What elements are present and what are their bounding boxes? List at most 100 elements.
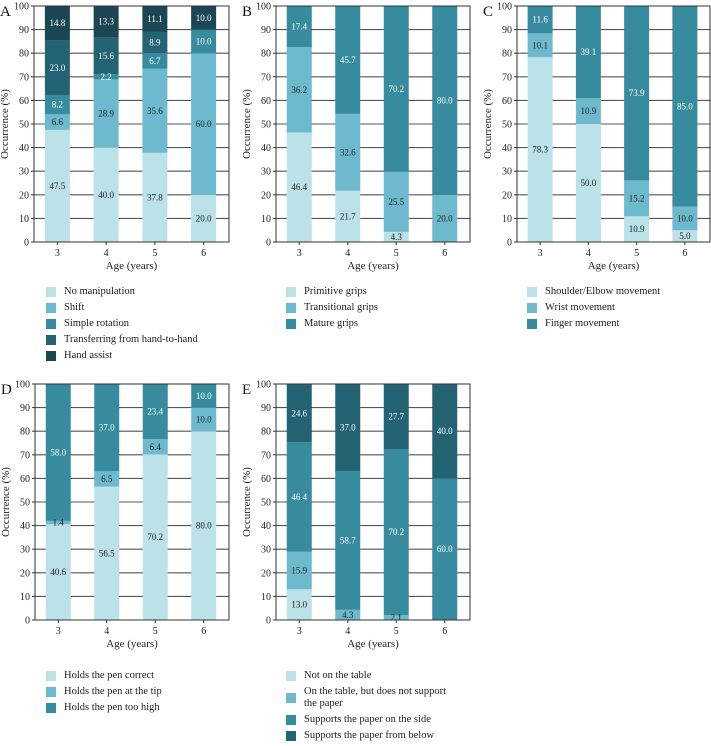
x-tick-label: 6 — [442, 248, 447, 259]
bar-segment — [93, 6, 119, 38]
data-label: 2.1 — [391, 613, 402, 623]
data-label: 46.4 — [291, 492, 307, 502]
x-tick-label: 3 — [56, 626, 61, 637]
x-tick-label: 5 — [153, 626, 158, 637]
data-label: 58.7 — [340, 536, 356, 546]
y-tick-label: 50 — [20, 498, 30, 509]
bar-segment — [286, 384, 312, 443]
bar-segment — [142, 31, 168, 53]
y-tick-label: 100 — [256, 2, 271, 13]
x-tick-label: 5 — [152, 248, 157, 259]
y-tick-label: 60 — [20, 474, 30, 485]
data-label: 50.0 — [581, 178, 597, 188]
legend-swatch — [46, 671, 56, 681]
data-label: 10.0 — [196, 13, 212, 23]
bar-segment — [142, 384, 168, 440]
data-label: 70.2 — [388, 527, 404, 537]
y-tick-label: 100 — [256, 380, 271, 391]
data-label: 10.9 — [629, 224, 645, 234]
data-label: 80.0 — [196, 521, 212, 531]
bar-segment — [44, 129, 70, 242]
panel-c: 78.3 10.1 11.6 50.0 10.9 39.1 10.9 15.2 73.9 5.0 1… — [482, 2, 711, 272]
legend-swatch — [286, 671, 296, 681]
data-label: 60.0 — [196, 119, 212, 129]
x-axis-label: Age (years) — [588, 260, 640, 272]
y-tick-label: 70 — [19, 72, 29, 83]
legend-item: Holds the pen at the tip — [46, 686, 162, 698]
y-axis-label: Occurrence (%) — [482, 89, 494, 159]
legend-label: On the table, but does not support the p… — [304, 686, 447, 709]
y-tick-label: 80 — [502, 49, 512, 60]
data-label: 15.9 — [291, 566, 307, 576]
legend-swatch — [527, 303, 537, 313]
bar-segment — [93, 37, 119, 75]
legend-swatch — [286, 731, 296, 741]
panel-letter: B — [242, 4, 252, 20]
bar-segment — [286, 6, 312, 48]
data-label: 10.9 — [581, 106, 597, 116]
y-axis-label: Occurrence (%) — [0, 89, 11, 159]
legend-label: Hand assist — [64, 350, 113, 361]
legend-swatch — [286, 693, 296, 703]
x-tick-label: 6 — [682, 248, 687, 259]
panel-b: 46.4 36.2 17.4 21.7 32.6 45.7 4.3 25.5 70.2 20.0 8… — [241, 2, 471, 272]
y-tick-label: 70 — [20, 450, 30, 461]
bar-segment — [45, 520, 71, 525]
y-tick-label: 100 — [15, 380, 30, 391]
data-label: 56.5 — [99, 548, 115, 558]
data-label: 2.2 — [101, 72, 112, 82]
data-label: 10.0 — [196, 36, 212, 46]
bar-segment — [335, 113, 361, 191]
bar-segment — [286, 551, 312, 590]
bar-segment — [142, 152, 168, 242]
y-tick-label: 20 — [20, 568, 30, 579]
y-tick-label: 60 — [19, 96, 29, 107]
legend-label: Wrist movement — [545, 302, 615, 313]
x-tick-label: 3 — [538, 248, 543, 259]
x-tick-label: 5 — [394, 248, 399, 259]
data-label: 8.2 — [52, 100, 63, 110]
legend-item: Shift — [46, 302, 198, 314]
y-tick-label: 70 — [502, 72, 512, 83]
x-tick-label: 6 — [201, 626, 206, 637]
bar-segment — [383, 231, 409, 242]
x-tick-label: 4 — [345, 626, 350, 637]
legend-item: Simple rotation — [46, 318, 198, 330]
bar-segment — [624, 216, 650, 242]
bar-segment — [527, 57, 553, 242]
data-label: 40.0 — [437, 426, 453, 436]
data-label: 23.4 — [147, 407, 163, 417]
data-label: 20.0 — [437, 213, 453, 223]
x-tick-label: 4 — [586, 248, 591, 259]
legend-item: Supports the paper from below — [286, 730, 454, 742]
bar-segment — [142, 52, 168, 69]
data-label: 36.2 — [291, 85, 307, 95]
y-tick-label: 50 — [261, 498, 271, 509]
legend-item: Transitional grips — [286, 302, 378, 314]
legend-label: Shoulder/Elbow movement — [545, 286, 661, 297]
legend-item: Transferring from hand-to-hand — [46, 334, 198, 346]
legend-label: Transferring from hand-to-hand — [64, 334, 198, 345]
panel-d: 40.6 1.4 58.0 56.5 6.5 37.0 70.2 6.4 23.4 80.0 10.… — [0, 380, 230, 650]
y-tick-label: 10 — [20, 592, 30, 603]
data-label: 35.6 — [147, 106, 163, 116]
y-tick-label: 40 — [502, 143, 512, 154]
data-label: 13.0 — [291, 600, 307, 610]
data-label: 17.4 — [291, 22, 307, 32]
data-label: 25.5 — [388, 197, 404, 207]
x-tick-label: 3 — [297, 626, 302, 637]
data-label: 4.3 — [342, 610, 354, 620]
bar-segment — [624, 6, 650, 181]
data-label: 10.0 — [196, 414, 212, 424]
data-label: 39.1 — [581, 47, 597, 57]
y-tick-label: 90 — [20, 403, 30, 414]
data-label: 73.9 — [629, 88, 645, 98]
legend-label: Holds the pen at the tip — [64, 686, 162, 697]
bar-segment — [286, 589, 312, 620]
bar-segment — [432, 384, 458, 479]
data-label: 46.4 — [291, 182, 307, 192]
y-tick-label: 60 — [261, 96, 271, 107]
x-axis-label: Age (years) — [106, 260, 158, 272]
data-label: 45.7 — [340, 55, 356, 65]
bar-segment — [383, 384, 409, 450]
